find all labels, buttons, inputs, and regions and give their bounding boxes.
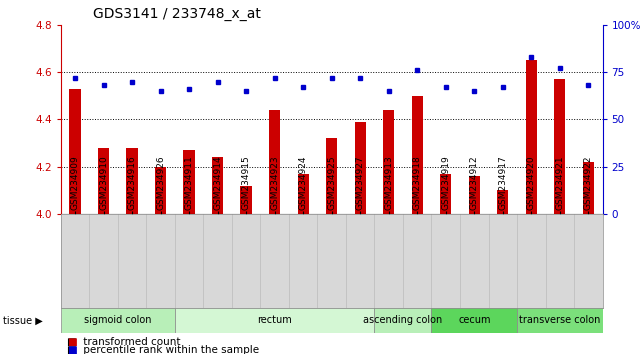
Bar [183,150,195,214]
Bar [554,79,565,214]
Text: ■: ■ [67,346,77,354]
Bar [69,89,81,214]
Bar [297,174,309,214]
Text: cecum: cecum [458,315,490,325]
Bar [517,308,603,333]
Bar [126,148,138,214]
Bar [61,308,175,333]
Text: ascending colon: ascending colon [363,315,443,325]
Bar [412,96,423,214]
Bar [212,157,223,214]
Bar [431,308,517,333]
Bar [374,308,431,333]
Bar [583,162,594,214]
Bar [98,148,110,214]
Text: ■  transformed count: ■ transformed count [67,337,181,347]
Bar [440,174,451,214]
Bar [354,122,366,214]
Bar [326,138,337,214]
Bar [155,167,167,214]
Bar [469,176,480,214]
Bar [269,110,280,214]
Text: GDS3141 / 233748_x_at: GDS3141 / 233748_x_at [93,7,261,21]
Bar [383,110,394,214]
Text: sigmoid colon: sigmoid colon [84,315,152,325]
Text: ■: ■ [67,337,77,347]
Bar [497,190,508,214]
Text: tissue ▶: tissue ▶ [3,315,43,325]
Bar [526,60,537,214]
Bar [240,186,252,214]
Text: transverse colon: transverse colon [519,315,601,325]
Text: ■  percentile rank within the sample: ■ percentile rank within the sample [67,346,260,354]
Bar [175,308,374,333]
Text: rectum: rectum [257,315,292,325]
